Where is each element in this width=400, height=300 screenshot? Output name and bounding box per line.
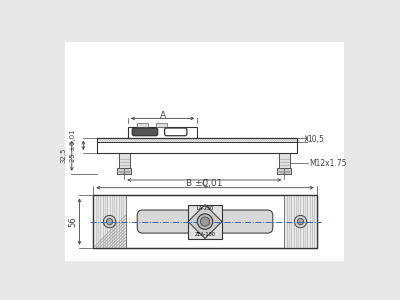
- Text: C: C: [202, 179, 208, 189]
- Bar: [97, 138, 298, 153]
- Circle shape: [103, 215, 116, 228]
- Polygon shape: [188, 205, 222, 239]
- Bar: [93, 195, 317, 248]
- Text: ZEA-100: ZEA-100: [194, 232, 216, 237]
- Text: 32,5: 32,5: [60, 148, 66, 164]
- Text: 10,5: 10,5: [308, 136, 324, 145]
- Bar: [119, 153, 130, 168]
- Bar: [93, 195, 317, 248]
- FancyBboxPatch shape: [216, 210, 273, 233]
- Bar: [137, 123, 148, 127]
- Text: LA-230: LA-230: [196, 206, 214, 211]
- Bar: [93, 195, 126, 248]
- Bar: [97, 142, 298, 153]
- Text: B ±0,01: B ±0,01: [186, 179, 222, 188]
- Text: 56: 56: [69, 216, 78, 227]
- Bar: [277, 168, 291, 174]
- FancyBboxPatch shape: [137, 210, 194, 233]
- Bar: [188, 205, 222, 239]
- Text: 25 ±0,01: 25 ±0,01: [70, 129, 76, 162]
- Circle shape: [200, 217, 210, 226]
- Bar: [284, 195, 317, 248]
- Circle shape: [294, 215, 307, 228]
- Bar: [117, 168, 131, 174]
- Bar: [156, 123, 166, 127]
- Bar: [279, 153, 290, 168]
- FancyBboxPatch shape: [164, 128, 187, 136]
- Bar: [128, 127, 197, 138]
- Bar: [97, 138, 298, 142]
- Text: M12x1.75: M12x1.75: [309, 158, 346, 167]
- Circle shape: [106, 218, 113, 225]
- Text: A: A: [160, 111, 166, 120]
- Circle shape: [298, 218, 304, 225]
- FancyBboxPatch shape: [132, 128, 158, 136]
- Circle shape: [197, 214, 213, 229]
